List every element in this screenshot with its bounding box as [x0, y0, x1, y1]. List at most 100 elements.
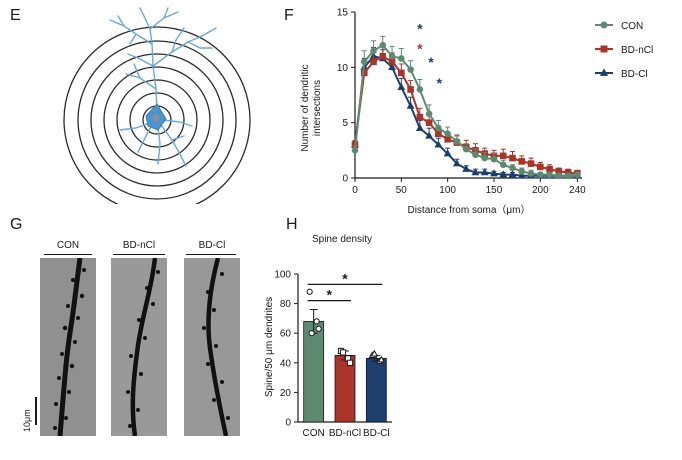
- data-point: [537, 171, 544, 178]
- chart-f-x-tick-label: 50: [396, 185, 408, 196]
- data-point: [370, 58, 377, 66]
- data-point: [490, 169, 498, 177]
- chart-h-y-tick-label: 60: [280, 329, 292, 340]
- category-label-bd-ncl: BD-nCl: [329, 428, 361, 439]
- data-point: [480, 168, 489, 176]
- data-point: [555, 172, 563, 180]
- data-point: [407, 66, 414, 73]
- data-point: [407, 86, 414, 93]
- data-point: [425, 131, 434, 139]
- panel-letter-g: G: [10, 216, 23, 233]
- data-point: [388, 58, 396, 66]
- chart-h-y-tick-label: 0: [285, 418, 291, 429]
- spine-density-bar-chart: Spine density Spine/50 μm dendrites 0 20 4…: [264, 234, 392, 439]
- chart-f-y-tick-label: 0: [342, 174, 348, 185]
- scale-bar: [35, 397, 37, 425]
- data-point: [425, 119, 433, 126]
- sholl-circle: [116, 79, 198, 161]
- data-point: [398, 55, 405, 62]
- chart-h-y-tick-label: 40: [280, 358, 292, 369]
- data-point: [416, 86, 424, 93]
- data-point: [379, 41, 387, 49]
- bar-bd-cl: [365, 357, 387, 423]
- data-point: [509, 154, 516, 162]
- panel-letter-h: H: [286, 216, 298, 233]
- significance-star: *: [327, 287, 333, 303]
- data-point: [388, 62, 396, 71]
- data-point: [435, 130, 442, 138]
- data-point: [546, 171, 553, 178]
- data-point: [370, 47, 377, 55]
- chart-f-y-tick-label: 10: [337, 63, 349, 74]
- data-point: [508, 170, 517, 178]
- chart-h-title: Spine density: [312, 234, 372, 245]
- series-line: [354, 55, 578, 175]
- data-point-bd-ncl: [339, 349, 347, 356]
- sholl-circle: [103, 66, 211, 174]
- sholl-circle: [63, 26, 251, 204]
- data-point: [564, 172, 572, 180]
- data-point: [499, 170, 508, 178]
- neuron-dendrites: [109, 7, 217, 167]
- data-point-con: [306, 288, 313, 295]
- data-point: [434, 140, 443, 148]
- data-point: [518, 158, 526, 165]
- data-point: [499, 152, 507, 160]
- chart-h-ylabel: Spine/50 μm dendrites: [264, 297, 275, 397]
- data-point: [398, 69, 405, 77]
- chart-f-x-tick-label: 0: [352, 185, 358, 196]
- data-point: [444, 135, 451, 143]
- dendrite-image-bd-cl: [184, 258, 240, 436]
- significance-star: *: [342, 270, 348, 286]
- data-point: [397, 82, 406, 90]
- data-point: [527, 160, 535, 167]
- data-point: [351, 147, 359, 154]
- data-point: [537, 163, 544, 171]
- data-point-bd-ncl: [346, 359, 354, 366]
- data-point: [425, 110, 433, 118]
- data-point: [453, 138, 461, 145]
- data-point-con: [315, 325, 322, 332]
- data-point: [499, 161, 507, 169]
- data-point: [546, 165, 553, 173]
- data-point: [435, 124, 442, 132]
- data-point-bd-cl: [377, 355, 386, 363]
- significance-star: *: [428, 54, 434, 70]
- data-point: [415, 123, 424, 131]
- legend-label-bd-cl: BD-Cl: [621, 69, 648, 80]
- dendrite-image-bd-ncl: [111, 258, 167, 436]
- sholl-circle: [77, 40, 237, 200]
- data-point: [462, 145, 470, 153]
- data-point: [481, 154, 489, 162]
- data-point: [444, 130, 451, 138]
- image-label-underline-con: [44, 254, 92, 255]
- image-label-underline-bd-ncl: [113, 254, 165, 255]
- data-point: [462, 164, 471, 172]
- neuron-nucleus: [152, 114, 160, 122]
- legend-marker-bd-ncl: [600, 45, 608, 53]
- chart-f-x-tick-label: 100: [439, 185, 456, 196]
- chart-f-xlabel: Distance from soma（μm）: [407, 204, 530, 215]
- category-label-bd-cl: BD-Cl: [363, 428, 390, 439]
- chart-h-y-tick-label: 80: [280, 299, 292, 310]
- image-label-underline-bd-cl: [186, 254, 236, 255]
- series-line: [354, 55, 578, 177]
- chart-f-x-tick-label: 200: [532, 185, 549, 196]
- sholl-circles: [63, 26, 251, 204]
- data-point: [471, 168, 480, 176]
- chart-h-y-tick-label: 20: [280, 388, 292, 399]
- data-point: [574, 171, 581, 178]
- legend-label-con: CON: [621, 21, 643, 32]
- data-point: [509, 164, 516, 172]
- significance-star: *: [437, 75, 443, 91]
- data-point: [518, 168, 526, 175]
- image-label-con: CON: [56, 240, 80, 251]
- sholl-line-chart: Number of dendritic intersections Distan…: [300, 8, 653, 216]
- chart-f-x-tick-label: 240: [569, 185, 586, 196]
- sholl-schematic: [63, 7, 251, 204]
- data-point: [527, 170, 535, 177]
- panel-letter-f: F: [284, 7, 294, 24]
- image-label-bd-cl: BD-Cl: [198, 240, 226, 251]
- data-point: [452, 159, 461, 167]
- sholl-circle: [90, 53, 224, 187]
